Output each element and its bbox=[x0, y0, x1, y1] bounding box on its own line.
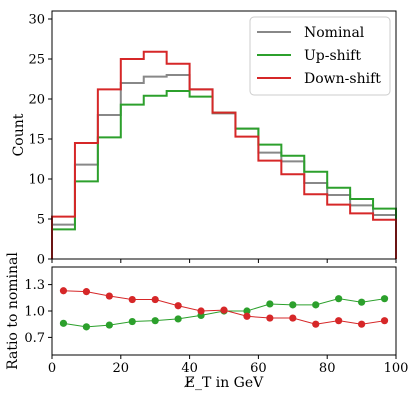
top-y-tick-label: 25 bbox=[28, 53, 45, 68]
bottom-y-ticks: 0.7 1.0 1.3 bbox=[24, 278, 52, 346]
legend-label-up-shift: Up-shift bbox=[304, 48, 361, 64]
ratio-point-up-shift bbox=[128, 317, 136, 326]
ratio-point-up-shift bbox=[358, 298, 366, 306]
top-series-group bbox=[51, 50, 397, 259]
bottom-x-tick-label: 100 bbox=[384, 361, 409, 376]
ratio-point-up-shift bbox=[59, 319, 68, 327]
ratio-point-down-shift bbox=[105, 292, 113, 300]
ratio-point-down-shift bbox=[358, 320, 366, 328]
bottom-x-tick-label: 40 bbox=[181, 361, 198, 376]
ratio-point-down-shift bbox=[335, 317, 343, 325]
legend-label-down-shift: Down-shift bbox=[304, 71, 381, 87]
top-y-tick-label: 5 bbox=[37, 213, 45, 228]
histogram-up-shift bbox=[51, 90, 397, 259]
bottom-x-tick-label: 0 bbox=[48, 361, 56, 376]
top-y-tick-label: 10 bbox=[28, 173, 45, 188]
ratio-point-up-shift bbox=[174, 315, 182, 323]
legend-box bbox=[249, 16, 391, 96]
ratio-point-down-shift bbox=[220, 306, 228, 314]
ratio-point-up-shift bbox=[380, 295, 389, 303]
ratio-point-down-shift bbox=[128, 295, 136, 304]
x-axis-title: E̸_T in GeV bbox=[184, 375, 264, 391]
ratio-point-up-shift bbox=[151, 317, 159, 325]
ratio-point-down-shift bbox=[243, 312, 251, 320]
ratio-point-down-shift bbox=[197, 307, 205, 315]
legend: Nominal Up-shift Down-shift bbox=[249, 16, 391, 96]
bottom-x-tick-label: 60 bbox=[250, 361, 267, 376]
bottom-panel: 0 20 40 60 80 100 0.71.01.3 Ratio to nominal … bbox=[5, 252, 408, 391]
top-y-axis-title: Count bbox=[11, 113, 27, 156]
top-y-ticks: 0 5 10 15 20 25 30 bbox=[28, 13, 52, 268]
ratio-point-down-shift bbox=[380, 317, 389, 325]
ratio-point-down-shift bbox=[174, 302, 182, 310]
ratio-point-up-shift bbox=[105, 321, 113, 329]
ratio-point-down-shift bbox=[289, 314, 297, 322]
bottom-series-group bbox=[59, 287, 389, 331]
histogram-down-shift bbox=[51, 50, 397, 259]
top-x-ticks bbox=[51, 259, 397, 263]
bottom-y-tick-label: 1.0 bbox=[24, 305, 45, 320]
ratio-point-down-shift bbox=[151, 295, 159, 304]
top-y-tick-label: 30 bbox=[28, 13, 45, 28]
ratio-point-up-shift bbox=[312, 301, 320, 309]
ratio-point-up-shift bbox=[266, 300, 274, 308]
ratio-point-down-shift bbox=[82, 288, 90, 296]
top-y-tick-label: 0 bbox=[37, 253, 45, 268]
bottom-y-tick-label: 1.3 bbox=[24, 278, 45, 293]
bottom-x-ticks: 0 20 40 60 80 100 bbox=[48, 355, 409, 376]
ratio-point-down-shift bbox=[59, 287, 68, 295]
top-panel-frame bbox=[51, 10, 397, 260]
ratio-point-up-shift bbox=[335, 295, 343, 303]
bottom-y-tick-label: 0.7 bbox=[24, 331, 45, 346]
histogram-nominal bbox=[51, 74, 397, 259]
bottom-x-tick-label: 20 bbox=[113, 361, 130, 376]
bottom-x-tick-label: 80 bbox=[319, 361, 336, 376]
ratio-point-up-shift bbox=[243, 307, 251, 315]
ratio-point-up-shift bbox=[289, 301, 297, 309]
top-y-tick-label: 15 bbox=[28, 133, 45, 148]
bottom-y-axis-title: Ratio to nominal bbox=[5, 252, 21, 370]
ratio-point-down-shift bbox=[312, 320, 320, 328]
ratio-point-up-shift bbox=[82, 323, 90, 331]
top-panel: 0 5 10 15 20 25 30 Count Nominal Up-shift Down… bbox=[11, 10, 397, 268]
top-y-tick-label: 20 bbox=[28, 93, 45, 108]
ratio-point-down-shift bbox=[266, 314, 274, 322]
legend-label-nominal: Nominal bbox=[304, 25, 365, 41]
